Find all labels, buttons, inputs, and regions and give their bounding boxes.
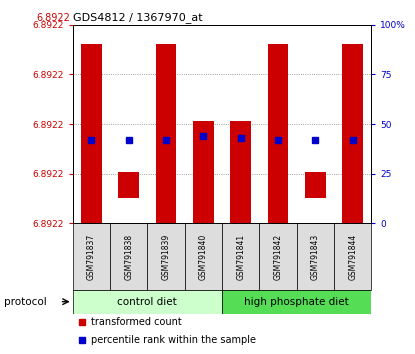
Text: GSM791838: GSM791838: [124, 233, 133, 280]
Bar: [147, 223, 185, 290]
Bar: [185, 223, 222, 290]
Bar: [297, 223, 334, 290]
Text: high phosphate diet: high phosphate diet: [244, 297, 349, 307]
Bar: [193, 121, 214, 223]
Bar: [342, 44, 363, 223]
Bar: [73, 223, 110, 290]
Text: GSM791842: GSM791842: [273, 233, 283, 280]
Text: GDS4812 / 1367970_at: GDS4812 / 1367970_at: [73, 12, 202, 23]
Text: GSM791837: GSM791837: [87, 233, 96, 280]
Bar: [81, 44, 102, 223]
Bar: [73, 290, 222, 314]
Text: control diet: control diet: [117, 297, 177, 307]
Text: GSM791841: GSM791841: [236, 233, 245, 280]
Text: GSM791844: GSM791844: [348, 233, 357, 280]
Text: GSM791840: GSM791840: [199, 233, 208, 280]
Bar: [259, 223, 297, 290]
Bar: [222, 290, 371, 314]
Bar: [334, 223, 371, 290]
Bar: [268, 44, 288, 223]
Text: percentile rank within the sample: percentile rank within the sample: [90, 335, 256, 345]
Bar: [118, 172, 139, 198]
Text: protocol: protocol: [4, 297, 47, 307]
Text: transformed count: transformed count: [90, 317, 181, 327]
Bar: [222, 223, 259, 290]
Bar: [156, 44, 176, 223]
Text: GSM791843: GSM791843: [311, 233, 320, 280]
Text: 6.8922: 6.8922: [37, 13, 71, 23]
Bar: [110, 223, 147, 290]
Bar: [305, 172, 326, 198]
Bar: [230, 121, 251, 223]
Text: GSM791839: GSM791839: [161, 233, 171, 280]
